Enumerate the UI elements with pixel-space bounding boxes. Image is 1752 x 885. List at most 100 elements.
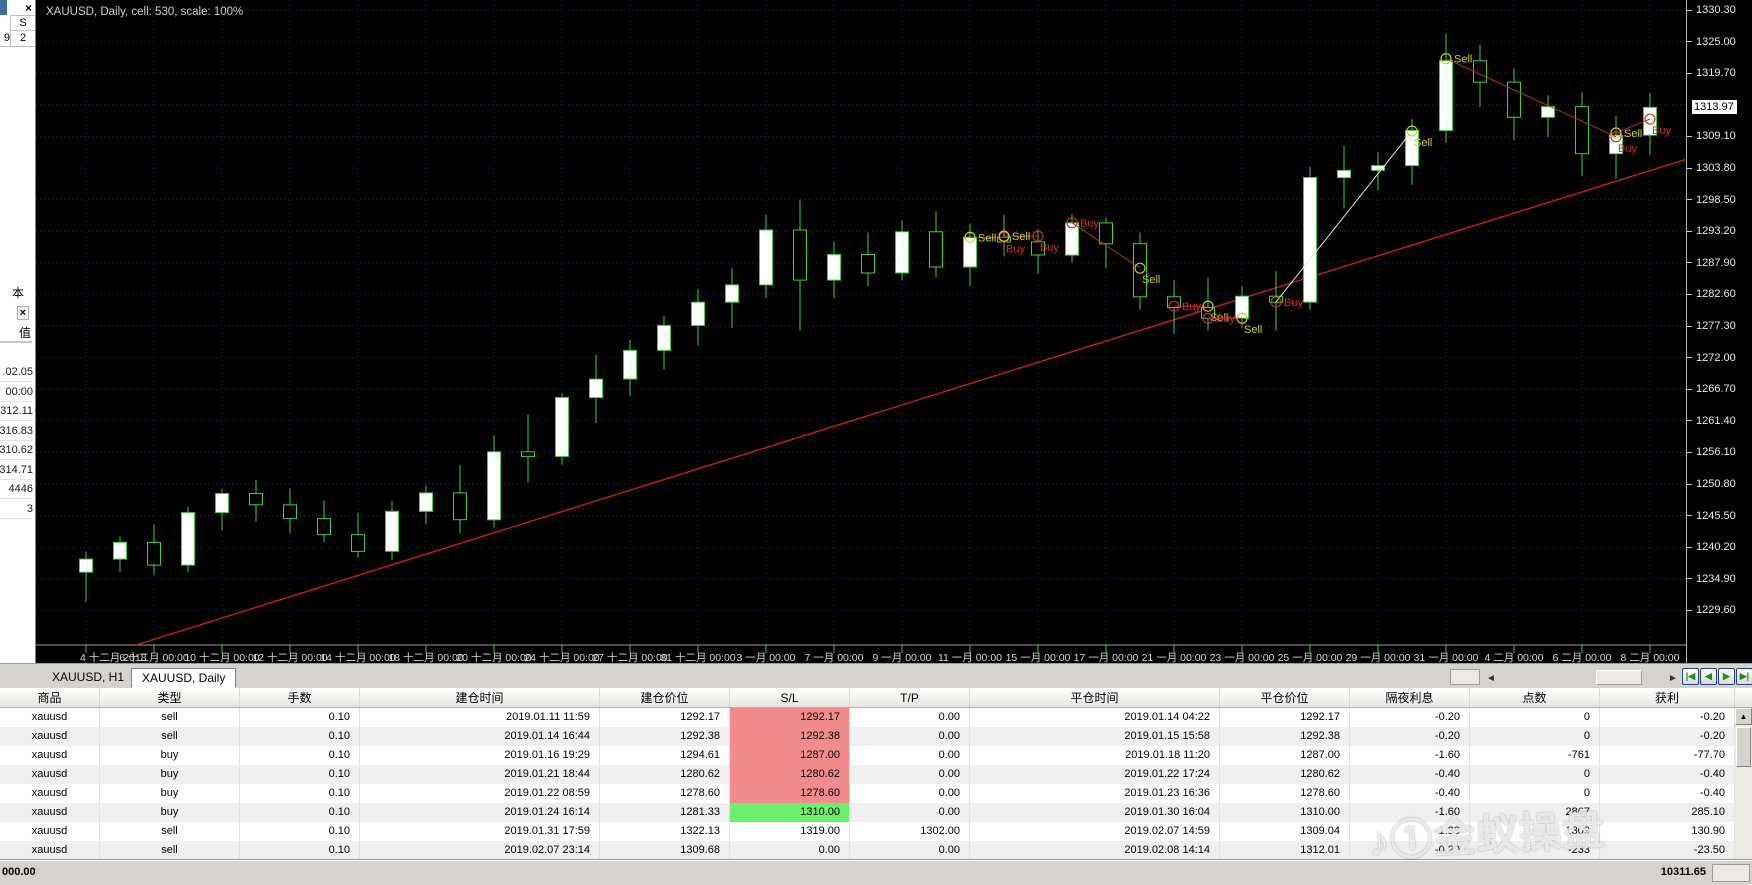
column-header-6[interactable]: T/P	[850, 688, 970, 707]
column-header-1[interactable]: 类型	[100, 688, 240, 707]
next-chart-button[interactable]: ▶	[1718, 668, 1735, 685]
table-cell: 1302.00	[850, 822, 970, 841]
axis-tick	[1687, 388, 1692, 390]
status-balance-left: 000.00	[2, 866, 36, 878]
table-cell: 1287.00	[730, 746, 850, 765]
close-icon[interactable]: ×	[24, 1, 32, 15]
tab-scroll-track	[1450, 669, 1480, 685]
column-header-10[interactable]: 点数	[1470, 688, 1600, 707]
axis-tick	[1687, 451, 1692, 453]
table-row[interactable]: xauusd sell 0.10 2019.01.14 16:44 1292.38 129…	[0, 727, 1752, 746]
table-cell: 1281.33	[600, 803, 730, 822]
table-scrollbar[interactable]: ▲	[1735, 708, 1752, 860]
svg-text:Sell: Sell	[978, 232, 996, 244]
axis-tick	[1687, 9, 1692, 11]
value-row: .02.05	[0, 366, 33, 382]
price-tick-label: 1229.60	[1696, 604, 1736, 617]
axis-tick	[1687, 546, 1692, 548]
tab-xauusd-h1[interactable]: XAUUSD, H1	[52, 670, 125, 684]
value-row: 00:00	[0, 386, 33, 402]
column-header-0[interactable]: 商品	[0, 688, 100, 707]
column-header-11[interactable]: 获利	[1600, 688, 1735, 707]
scroll-up-icon[interactable]: ▲	[1735, 708, 1752, 725]
table-cell: -0.20	[1350, 708, 1470, 727]
resize-grip[interactable]	[1712, 864, 1750, 882]
table-cell: -761	[1470, 746, 1600, 765]
axis-tick	[1687, 609, 1692, 611]
svg-text:Sell: Sell	[1142, 274, 1160, 286]
column-header-7[interactable]: 平仓时间	[970, 688, 1220, 707]
table-cell: 2019.01.16 19:29	[360, 746, 600, 765]
tab-scroll-left-icon[interactable]: ◄	[1486, 673, 1496, 684]
column-header-8[interactable]: 平仓价位	[1220, 688, 1350, 707]
table-row[interactable]: xauusd buy 0.10 2019.01.22 08:59 1278.60 1278…	[0, 784, 1752, 803]
price-tick-label: 1250.80	[1696, 478, 1736, 490]
table-row[interactable]: xauusd buy 0.10 2019.01.21 18:44 1280.62 1280…	[0, 765, 1752, 784]
column-header-9[interactable]: 隔夜利息	[1350, 688, 1470, 707]
column-header-5[interactable]: S/L	[730, 688, 850, 707]
svg-text:6 二月 00:00: 6 二月 00:00	[1553, 652, 1612, 663]
window-title-fragment	[0, 0, 7, 15]
price-axis[interactable]: 1330.30 1325.00 1319.70 1309.10 1303.80 1298.…	[1686, 0, 1752, 663]
table-cell: 1280.62	[1220, 765, 1350, 784]
table-cell: 0.00	[850, 803, 970, 822]
svg-text:3 一月 00:00: 3 一月 00:00	[737, 652, 796, 663]
table-cell: -23.50	[1600, 841, 1735, 860]
table-row[interactable]: xauusd sell 0.10 2019.01.11 11:59 1292.17 129…	[0, 708, 1752, 727]
prev-chart-button[interactable]: ◀	[1700, 668, 1717, 685]
table-cell: 0.00	[850, 727, 970, 746]
table-cell: xauusd	[0, 727, 100, 746]
svg-text:Buy: Buy	[1284, 297, 1303, 309]
table-cell: 2019.01.23 16:36	[970, 784, 1220, 803]
column-header-3[interactable]: 建仓时间	[360, 688, 600, 707]
svg-text:20 十二月 00:00: 20 十二月 00:00	[456, 651, 531, 663]
table-cell: sell	[100, 841, 240, 860]
tab-scrollbar-thumb[interactable]	[1596, 670, 1642, 685]
axis-tick	[1687, 325, 1692, 327]
column-header-4[interactable]: 建仓价位	[600, 688, 730, 707]
price-tick-label: 1240.20	[1696, 541, 1736, 554]
svg-text:17 一月 00:00: 17 一月 00:00	[1074, 652, 1139, 663]
table-cell: 2019.02.07 23:14	[360, 841, 600, 860]
svg-text:Buy: Buy	[1652, 125, 1671, 137]
table-cell: 1292.17	[730, 708, 850, 727]
close-icon[interactable]: ×	[16, 306, 29, 320]
axis-tick	[1687, 483, 1692, 485]
table-cell: 0.10	[240, 822, 360, 841]
table-cell: 0.10	[240, 708, 360, 727]
table-row[interactable]: xauusd buy 0.10 2019.01.16 19:29 1294.61 1287…	[0, 746, 1752, 765]
table-cell: 1292.38	[730, 727, 850, 746]
svg-text:Buy: Buy	[1080, 218, 1099, 230]
chart-title: XAUUSD, Daily, cell: 530, scale: 100%	[46, 6, 243, 18]
table-cell: -1.38	[1350, 822, 1470, 841]
table-cell: xauusd	[0, 841, 100, 860]
svg-text:Buy: Buy	[1006, 243, 1025, 255]
svg-text:18 十二月 00:00: 18 十二月 00:00	[388, 651, 463, 663]
table-row[interactable]: xauusd sell 0.10 2019.02.07 23:14 1309.68 0.0…	[0, 841, 1752, 860]
svg-text:4 十二月 2018: 4 十二月 2018	[80, 651, 147, 663]
column-header-2[interactable]: 手数	[240, 688, 360, 707]
table-row[interactable]: xauusd sell 0.10 2019.01.31 17:59 1322.13 131…	[0, 822, 1752, 841]
table-cell: 1278.60	[1220, 784, 1350, 803]
svg-text:Buy: Buy	[1040, 242, 1059, 254]
table-cell: 2019.01.18 11:20	[970, 746, 1220, 765]
table-row[interactable]: xauusd buy 0.10 2019.01.24 16:14 1281.33 1310…	[0, 803, 1752, 822]
price-tick-label: 1325.00	[1696, 35, 1736, 48]
svg-text:10 十二月 00:00: 10 十二月 00:00	[184, 651, 259, 663]
table-cell: -0.20	[1600, 727, 1735, 746]
table-cell: 1280.62	[600, 765, 730, 784]
tab-scroll-right-icon[interactable]: ►	[1668, 673, 1678, 684]
chart-area[interactable]: 4 十二月 2018 6 十二月 00:00 10 十二月 00:00 12 十二月 …	[36, 0, 1686, 664]
last-chart-button[interactable]: ▶|	[1736, 668, 1752, 685]
tab-xauusd-daily[interactable]: XAUUSD, Daily	[131, 668, 237, 688]
table-cell: 0	[1470, 784, 1600, 803]
axis-tick	[1687, 41, 1692, 43]
table-cell: 1280.62	[730, 765, 850, 784]
table-cell: 285.10	[1600, 803, 1735, 822]
table-scrollbar-thumb[interactable]	[1736, 727, 1751, 767]
table-cell: 1309.68	[600, 841, 730, 860]
first-chart-button[interactable]: |◀	[1682, 668, 1699, 685]
svg-text:27 十二月 00:00: 27 十二月 00:00	[592, 651, 667, 663]
price-tick-label: 1282.60	[1696, 288, 1736, 301]
